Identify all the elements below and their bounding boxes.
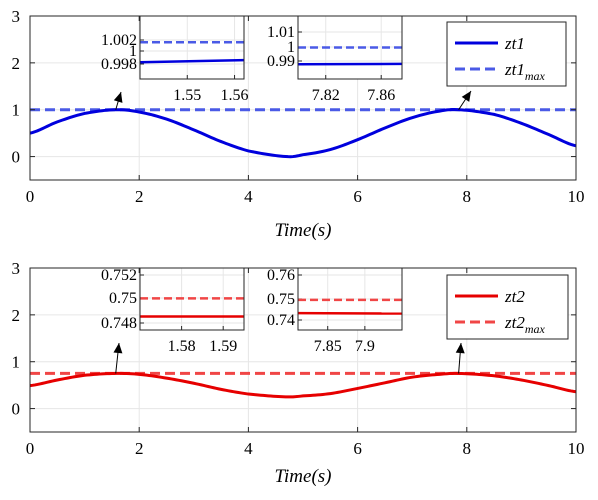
- inset-x-tick-label: 1.56: [221, 87, 249, 104]
- y-tick-label: 0: [12, 400, 21, 419]
- inset-pointer-arrow: [455, 342, 465, 374]
- x-tick-label: 2: [135, 187, 144, 206]
- x-tick-label: 10: [568, 439, 585, 458]
- x-tick-label: 4: [244, 439, 253, 458]
- x-tick-label: 8: [463, 439, 472, 458]
- legend-label: zt1max: [504, 60, 546, 83]
- y-tick-label: 3: [12, 259, 21, 278]
- inset-x-tick-label: 7.82: [312, 87, 340, 104]
- x-tick-label: 0: [26, 187, 35, 206]
- legend-box: [446, 21, 567, 87]
- x-tick-label: 2: [135, 439, 144, 458]
- inset-y-tick-label: 0.75: [267, 291, 295, 308]
- y-tick-label: 3: [12, 7, 21, 26]
- inset-y-tick-label: 0.76: [267, 267, 295, 284]
- inset-frame: [139, 267, 245, 331]
- series-zt2-line: [29, 371, 577, 399]
- inset-y-tick-label: 0.748: [101, 315, 137, 332]
- inset-frame: [297, 267, 403, 331]
- y-tick-label: 0: [12, 148, 21, 167]
- inset-frame: [139, 15, 245, 80]
- inset-x-tick-label: 7.85: [314, 338, 342, 355]
- y-tick-label: 2: [12, 306, 21, 325]
- legend-label: zt1: [504, 34, 525, 53]
- y-tick-label: 1: [12, 353, 21, 372]
- inset-frame: [297, 15, 403, 80]
- x-axis-label: Time(s): [275, 466, 332, 487]
- inset-y-tick-label: 0.998: [101, 56, 137, 73]
- legend-label-base: zt1: [504, 60, 525, 79]
- legend-label: zt2: [504, 287, 525, 306]
- inset-y-tick-label: 0.74: [267, 312, 295, 329]
- inset-x-tick-label: 1.59: [209, 338, 237, 355]
- x-axis-label: Time(s): [275, 220, 332, 241]
- inset-y-tick-label: 0.752: [101, 267, 137, 284]
- x-tick-label: 8: [463, 187, 472, 206]
- inset-pointer-arrow: [113, 91, 123, 110]
- inset-x-tick-label: 7.9: [355, 338, 375, 355]
- y-tick-label: 1: [12, 101, 21, 120]
- x-tick-label: 6: [353, 439, 362, 458]
- inset-2-2: 7.85 7.9 0.76 0.75 0.74: [267, 267, 403, 355]
- inset-2-1: 1.58 1.59 0.752 0.75 0.748: [101, 267, 245, 355]
- inset-y-tick-label: 1.002: [101, 32, 137, 49]
- legend-box: [446, 274, 569, 340]
- legend-label-base: zt2: [504, 313, 525, 332]
- x-tick-label: 4: [244, 187, 253, 206]
- legend-label-subscript: max: [525, 322, 546, 336]
- inset-y-tick-label: 1: [129, 43, 137, 60]
- inset-y-tick-label: 0.99: [267, 53, 295, 70]
- y-tick-label: 2: [12, 54, 21, 73]
- inset-x-tick-label: 1.58: [168, 338, 196, 355]
- x-tick-label: 10: [568, 187, 585, 206]
- inset-pointer-arrow: [458, 90, 472, 110]
- inset-series-line: [139, 58, 245, 64]
- inset-x-tick-label: 7.86: [367, 87, 395, 104]
- inset-y-tick-label: 1.01: [267, 24, 295, 41]
- inset-x-tick-label: 1.55: [173, 87, 201, 104]
- x-tick-label: 6: [353, 187, 362, 206]
- inset-pointer-arrow: [113, 342, 123, 374]
- inset-y-tick-label: 0.75: [109, 290, 137, 307]
- legend-label-subscript: max: [525, 69, 546, 83]
- x-tick-label: 0: [26, 439, 35, 458]
- inset-area: [140, 16, 244, 79]
- inset-y-tick-label: 1: [287, 39, 295, 56]
- series-zt1-line: [29, 108, 577, 159]
- legend-label: zt2max: [504, 313, 546, 336]
